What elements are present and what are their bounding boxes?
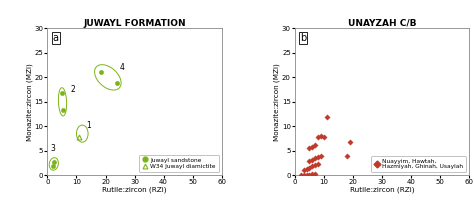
Text: b: b — [300, 33, 306, 43]
Y-axis label: Monazite:zircon (MZi): Monazite:zircon (MZi) — [27, 63, 33, 141]
Text: 1: 1 — [87, 121, 91, 130]
Legend: Nuayyim, Hawtah,
Hazmiyah, Ghinah, Usaylah: Nuayyim, Hawtah, Hazmiyah, Ghinah, Usayl… — [371, 156, 466, 172]
Title: UNAYZAH C/B: UNAYZAH C/B — [348, 19, 416, 28]
Legend: Juwayl sandstone, W34 Juwayl diamictite: Juwayl sandstone, W34 Juwayl diamictite — [139, 155, 219, 172]
Y-axis label: Monazite:zircon (MZi): Monazite:zircon (MZi) — [274, 63, 281, 141]
X-axis label: Rutile:zircon (RZi): Rutile:zircon (RZi) — [102, 187, 167, 193]
Title: JUWAYL FORMATION: JUWAYL FORMATION — [83, 19, 186, 28]
Text: 2: 2 — [71, 85, 75, 95]
Text: 4: 4 — [120, 64, 125, 72]
Text: 3: 3 — [50, 144, 55, 153]
Text: a: a — [53, 33, 59, 43]
X-axis label: Rutile:zircon (RZi): Rutile:zircon (RZi) — [350, 187, 414, 193]
